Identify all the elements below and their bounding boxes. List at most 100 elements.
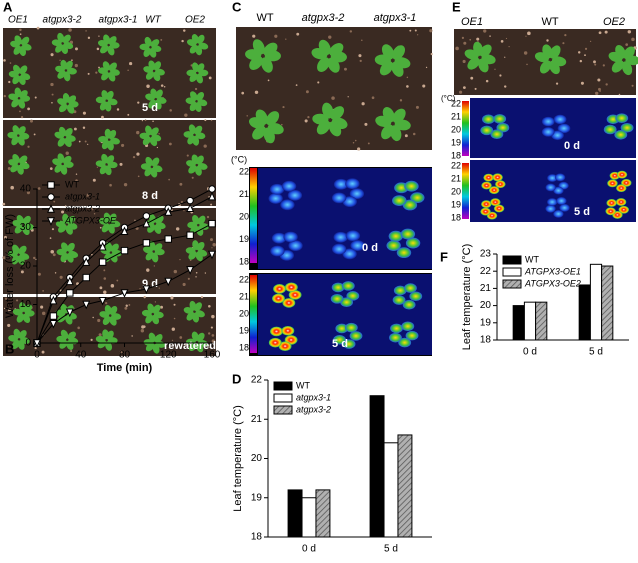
y-tick-label: 19 [251,492,263,503]
leaf [153,243,163,252]
soil-grain [3,59,6,62]
leaf [391,61,404,77]
scale-label: 22 [239,166,249,176]
soil-grain [181,39,184,43]
soil-grain [84,140,87,143]
scale-label: 18 [239,342,249,352]
leaf [196,63,205,73]
leaf [153,61,162,71]
marker [208,185,216,193]
soil-grain [137,101,140,104]
soil-grain [99,286,103,290]
leaf [150,127,159,136]
leaf [479,44,492,58]
soil-grain [8,80,11,84]
marker [186,231,194,239]
soil-grain [170,296,174,300]
soil-grain [3,94,6,98]
soil-grain [463,41,467,45]
leaf [145,251,154,261]
leaf [12,244,20,254]
soil-grain [160,38,163,41]
y-tick-label: 30 [20,222,32,233]
soil-grain [3,307,6,310]
bar [523,301,537,341]
leaf [252,125,267,140]
x-tick-label: 160 [204,350,221,361]
soil-grain [90,338,93,341]
genotype-label: OE2 [603,16,625,28]
soil-grain [152,120,154,123]
soil-grain [33,256,36,260]
leaf [382,106,395,123]
legend-swatch [273,393,293,403]
leaf [65,225,73,235]
y-axis-label: Leaf temperature (°C) [232,405,244,512]
soil-grain [109,183,112,187]
thermal-leaf [545,204,556,213]
leaf [13,45,22,55]
leaf [148,213,157,224]
soil-grain [470,76,474,80]
marker [47,193,55,201]
scale-label: 20 [451,186,461,196]
scale-label: 19 [239,325,249,335]
soil-grain [116,279,119,282]
thermal-leaf [393,285,407,296]
thermal-leaf [546,198,558,206]
leaf [59,126,67,137]
marker [47,204,55,213]
soil-grain [191,176,194,179]
leaf [11,98,20,108]
day-label: 5 d [142,102,158,114]
soil-grain [352,141,355,144]
soil-grain [173,269,178,274]
soil-grain [206,215,210,219]
soil-grain [71,59,73,62]
soil-grain [37,187,41,190]
soil-grain [171,339,174,342]
soil-grain [10,185,14,190]
soil-grain [358,54,362,58]
soil-grain [354,139,357,142]
soil-grain [404,134,408,138]
genotype-label: WT [541,16,558,28]
soil-grain [364,122,368,126]
leaf [14,35,22,45]
leaf [381,44,395,60]
soil-grain [171,327,175,331]
soil-grain [208,332,211,335]
thermal-leaf [493,114,507,124]
thermal-leaf [488,186,500,195]
soil-grain [65,205,67,207]
leaf [621,61,633,76]
leaf [55,43,64,53]
soil-grain [627,30,632,34]
leaf [152,343,160,354]
soil-grain [500,40,504,43]
soil-grain [361,39,363,41]
marker [120,289,129,298]
soil-grain [485,79,489,83]
soil-grain [92,178,96,182]
soil-grain [4,235,7,239]
leaf [105,341,113,351]
thermal-leaf [333,334,346,345]
leaf [23,304,33,313]
soil-grain [19,33,22,35]
marker [164,235,172,243]
leaf [263,42,278,57]
thermal-leaf [615,113,629,123]
thermal-leaf [402,199,418,211]
soil-grain [61,210,65,214]
scale-label: 18 [451,150,461,160]
soil-grain [19,28,22,32]
leaf [18,75,26,85]
leaf [102,316,111,325]
leaf [55,220,66,228]
thermal-leaf [606,199,617,207]
soil-grain [140,329,145,333]
soil-grain [131,335,133,337]
soil-grain [139,288,141,290]
thermal-leaf [495,180,506,189]
